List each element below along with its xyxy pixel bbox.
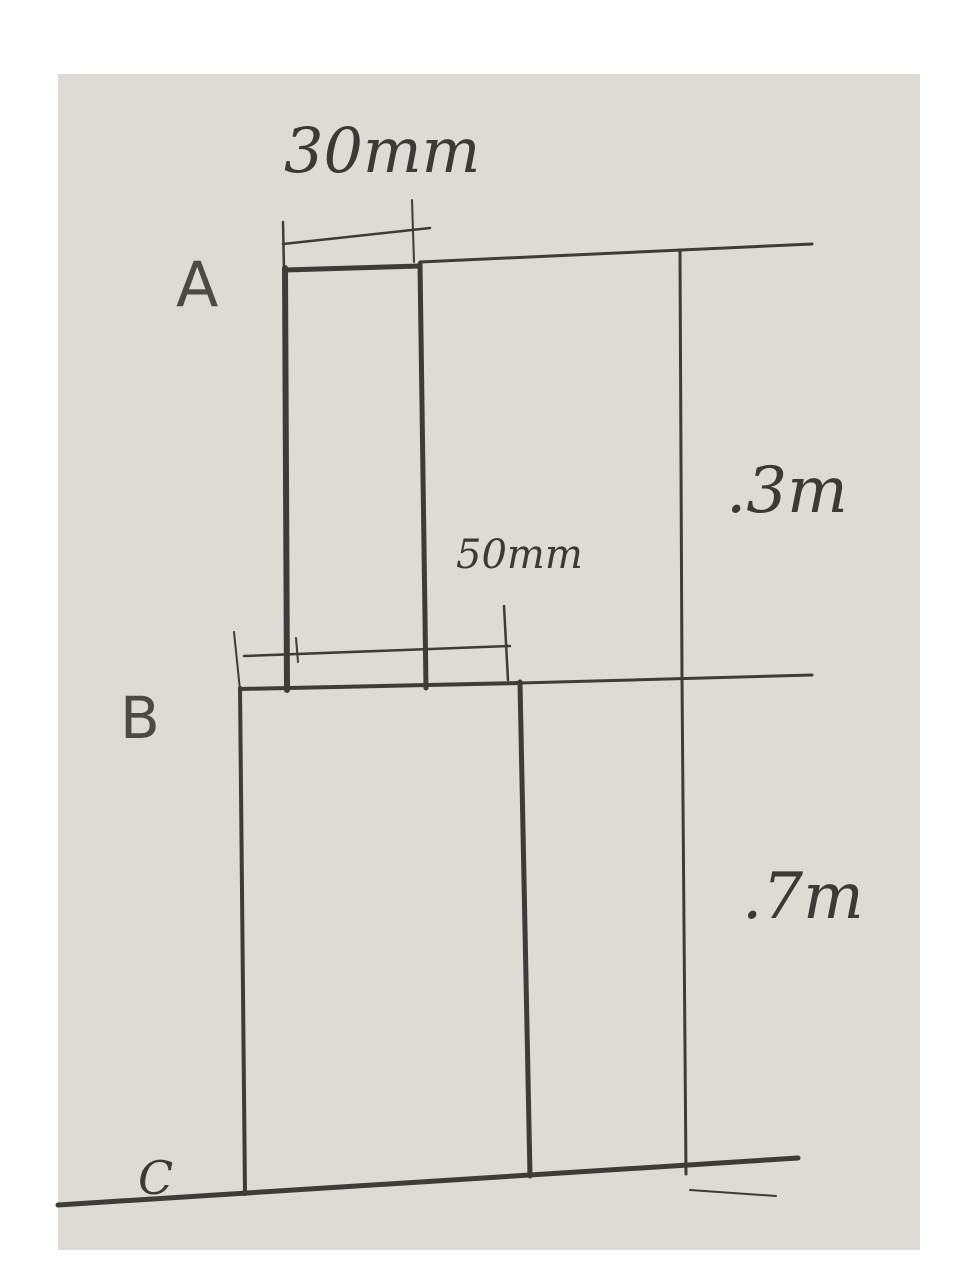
label-point-a: A [176,248,218,321]
vertical-dimension-upper [678,248,684,680]
length-dimension-line [678,248,688,1176]
lower-rod-right-edge [517,679,533,1179]
level-lines [55,242,814,1208]
upper-rod-right-edge [417,261,429,691]
dim-50-tick-right [502,604,510,682]
label-upper-length: .3m [726,454,848,528]
base-line-c [55,1155,801,1208]
vertical-dimension-lower [680,676,688,1176]
dim-30-tick-left [281,220,286,272]
level-line-a [418,242,814,264]
dim-50-mark [295,637,299,663]
dim-30-tick-right [411,199,415,263]
lower-rod-left-edge [238,686,247,1196]
width-dimension-30mm [281,199,432,272]
label-point-c: C [138,1151,173,1205]
base-line-tail [689,1189,777,1197]
dim-30-bar [281,226,432,246]
label-lower-length: .7m [742,860,864,934]
lower-rod-top-edge [238,681,522,691]
dim-50-bar [242,644,512,658]
dim-50-tick-left [233,631,241,691]
level-line-b [518,673,814,685]
label-upper-width: 30mm [284,114,480,187]
upper-rod-top-edge [282,263,423,273]
paper-sheet [58,74,920,1250]
label-point-b: B [120,684,160,752]
upper-rod-left-edge [282,265,290,693]
lower-rod-bc [238,679,533,1196]
upper-rod-ab [282,261,429,693]
width-dimension-50mm [233,604,512,691]
label-lower-width: 50mm [456,532,583,578]
